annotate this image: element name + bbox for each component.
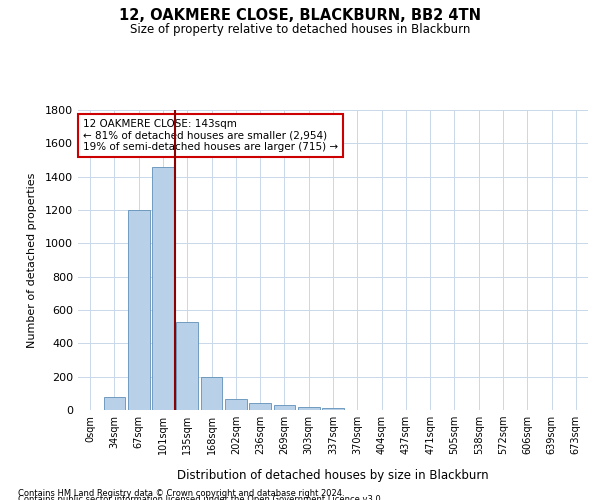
Y-axis label: Number of detached properties: Number of detached properties	[26, 172, 37, 348]
Text: Contains public sector information licensed under the Open Government Licence v3: Contains public sector information licen…	[18, 495, 383, 500]
Text: 12, OAKMERE CLOSE, BLACKBURN, BB2 4TN: 12, OAKMERE CLOSE, BLACKBURN, BB2 4TN	[119, 8, 481, 22]
Text: 12 OAKMERE CLOSE: 143sqm
← 81% of detached houses are smaller (2,954)
19% of sem: 12 OAKMERE CLOSE: 143sqm ← 81% of detach…	[83, 119, 338, 152]
Text: Size of property relative to detached houses in Blackburn: Size of property relative to detached ho…	[130, 22, 470, 36]
Text: Distribution of detached houses by size in Blackburn: Distribution of detached houses by size …	[177, 470, 489, 482]
Bar	[152, 166, 174, 410]
Bar	[322, 408, 344, 410]
Bar	[298, 406, 320, 410]
Bar	[176, 322, 198, 410]
Bar	[274, 405, 295, 410]
Bar	[249, 402, 271, 410]
Text: Contains HM Land Registry data © Crown copyright and database right 2024.: Contains HM Land Registry data © Crown c…	[18, 489, 344, 498]
Bar	[128, 210, 149, 410]
Bar	[200, 376, 223, 410]
Bar	[104, 396, 125, 410]
Bar	[225, 399, 247, 410]
